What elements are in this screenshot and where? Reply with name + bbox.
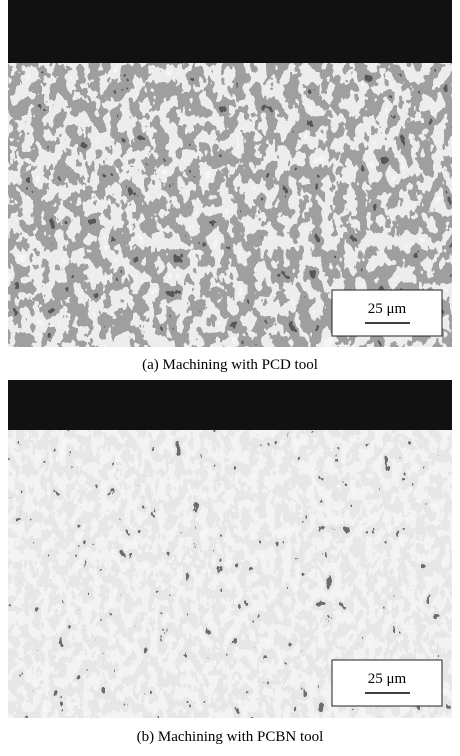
caption: (a) Machining with PCD tool xyxy=(142,357,318,373)
scale-label: 25 μm xyxy=(368,301,407,317)
mount-band xyxy=(8,380,452,430)
caption: (b) Machining with PCBN tool xyxy=(137,729,324,745)
figure: 25 μm (a) Machining with PCD tool 25 μm … xyxy=(0,0,460,751)
scale-label: 25 μm xyxy=(368,671,407,687)
micrograph-b: 25 μm xyxy=(8,380,452,718)
micrograph-a: 25 μm xyxy=(8,0,452,347)
page: 25 μm (a) Machining with PCD tool 25 μm … xyxy=(0,0,460,751)
mount-band xyxy=(8,0,452,63)
